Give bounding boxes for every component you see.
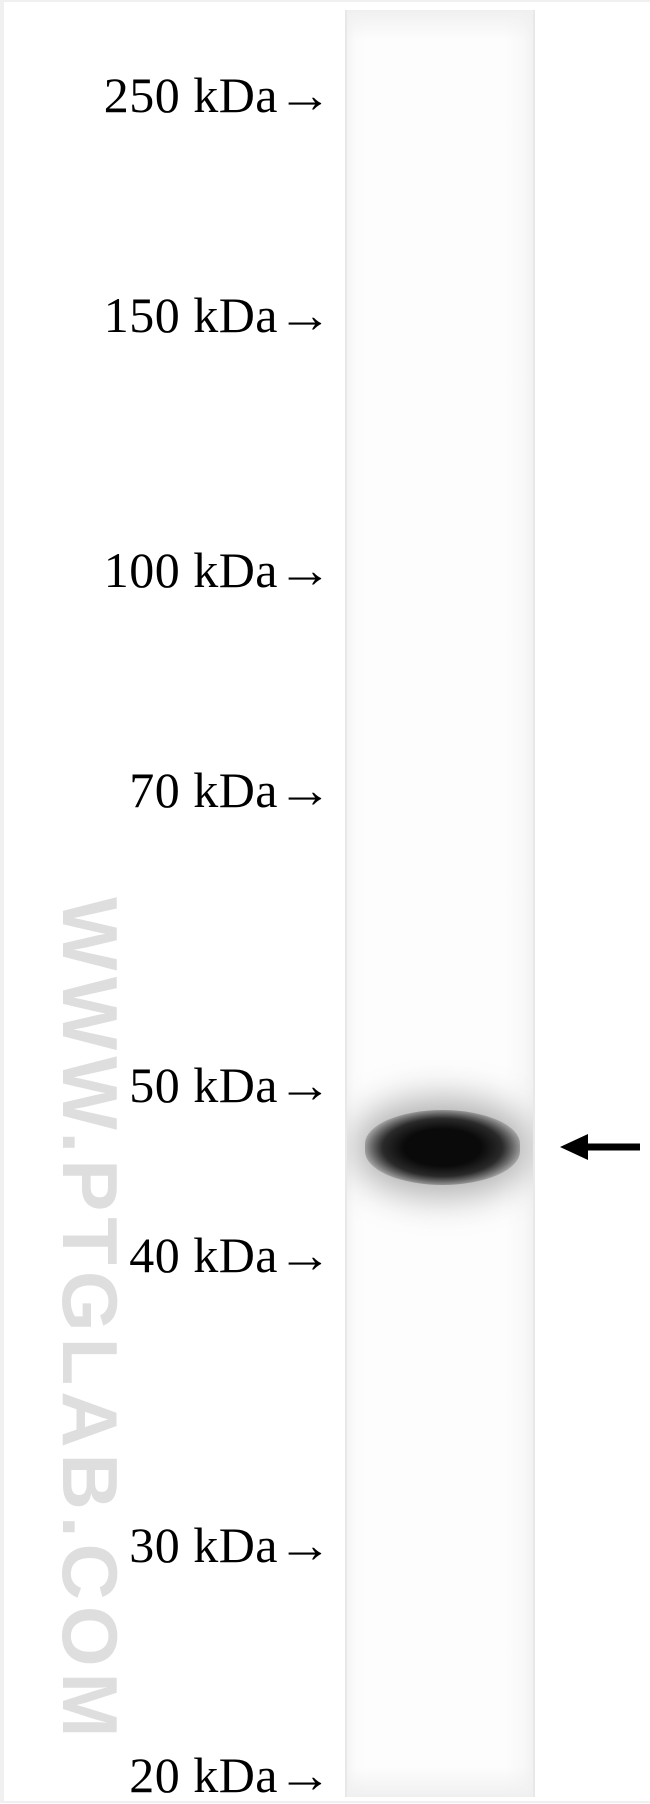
marker-text: 20 kDa: [129, 1746, 278, 1804]
marker-text: 70 kDa: [129, 761, 278, 819]
marker-text: 150 kDa: [104, 286, 278, 344]
marker-label-50: 50 kDa→: [129, 1056, 330, 1114]
marker-label-250: 250 kDa→: [104, 66, 330, 124]
marker-text: 50 kDa: [129, 1056, 278, 1114]
marker-text: 250 kDa: [104, 66, 278, 124]
arrow-right-icon: →: [278, 1516, 333, 1574]
arrow-right-icon: →: [278, 1056, 333, 1114]
marker-text: 30 kDa: [129, 1516, 278, 1574]
arrow-right-icon: →: [278, 286, 333, 344]
marker-text: 40 kDa: [129, 1226, 278, 1284]
arrow-right-icon: →: [278, 761, 333, 819]
blot-figure: WWW.PTGLAB.COM 250 kDa→150 kDa→100 kDa→7…: [0, 0, 650, 1803]
arrow-right-icon: →: [278, 1226, 333, 1284]
arrow-left-icon: [560, 1127, 640, 1167]
marker-label-70: 70 kDa→: [129, 761, 330, 819]
marker-label-30: 30 kDa→: [129, 1516, 330, 1574]
marker-label-40: 40 kDa→: [129, 1226, 330, 1284]
arrow-right-icon: →: [278, 541, 333, 599]
lane-background: [347, 10, 533, 1797]
protein-band: [365, 1110, 520, 1185]
arrow-right-icon: →: [278, 66, 333, 124]
gel-lane: [345, 10, 535, 1797]
band-pointer-arrow: [560, 1127, 640, 1167]
marker-text: 100 kDa: [104, 541, 278, 599]
marker-labels-column: 250 kDa→150 kDa→100 kDa→70 kDa→50 kDa→40…: [0, 2, 330, 1801]
marker-label-100: 100 kDa→: [104, 541, 330, 599]
lane-bottom-shadow: [347, 1767, 533, 1797]
lane-top-shadow: [347, 10, 533, 40]
marker-label-150: 150 kDa→: [104, 286, 330, 344]
arrow-right-icon: →: [278, 1746, 333, 1804]
marker-label-20: 20 kDa→: [129, 1746, 330, 1804]
